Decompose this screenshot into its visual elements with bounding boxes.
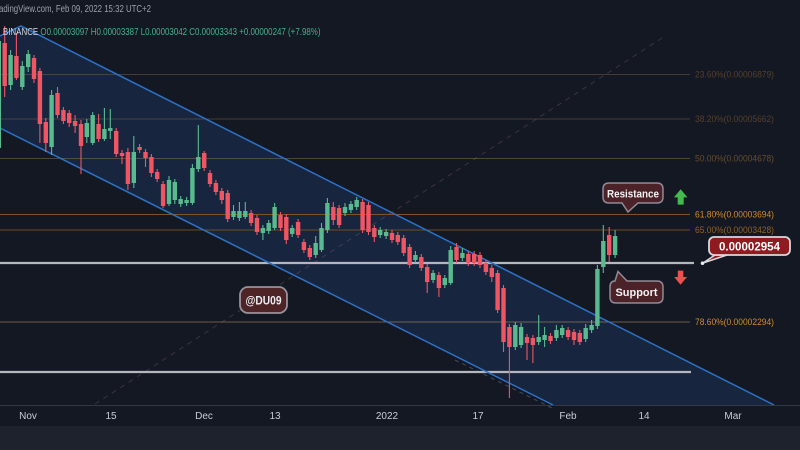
svg-text:23.60%(0.00006879): 23.60%(0.00006879) xyxy=(695,70,774,80)
svg-text:adingView.com, Feb 09, 2022 15: adingView.com, Feb 09, 2022 15:32 UTC+2 xyxy=(0,3,151,15)
svg-text:@DU09: @DU09 xyxy=(246,295,282,307)
svg-text:65.00%(0.00003428): 65.00%(0.00003428) xyxy=(695,225,774,235)
svg-text:13: 13 xyxy=(269,411,281,422)
svg-text:, BINANCE O0.00003097 H0.000: , BINANCE O0.00003097 H0.00003387 L0.000… xyxy=(0,27,321,38)
svg-text:Mar: Mar xyxy=(724,411,742,422)
svg-text:Dec: Dec xyxy=(195,411,213,422)
svg-text:Resistance: Resistance xyxy=(607,188,659,200)
svg-text:Feb: Feb xyxy=(559,411,577,422)
svg-text:Nov: Nov xyxy=(19,411,37,422)
svg-text:17: 17 xyxy=(472,411,484,422)
svg-text:0.00002954: 0.00002954 xyxy=(719,239,780,253)
svg-text:61.80%(0.00003694): 61.80%(0.00003694) xyxy=(695,210,774,220)
svg-text:15: 15 xyxy=(105,411,117,422)
svg-text:50.00%(0.00004678): 50.00%(0.00004678) xyxy=(695,154,774,164)
svg-text:2022: 2022 xyxy=(376,411,399,422)
svg-text:78.60%(0.00002294): 78.60%(0.00002294) xyxy=(695,317,774,327)
svg-text:Support: Support xyxy=(616,287,658,299)
svg-text:38.20%(0.00005662): 38.20%(0.00005662) xyxy=(695,114,774,124)
svg-text:14: 14 xyxy=(638,411,650,422)
